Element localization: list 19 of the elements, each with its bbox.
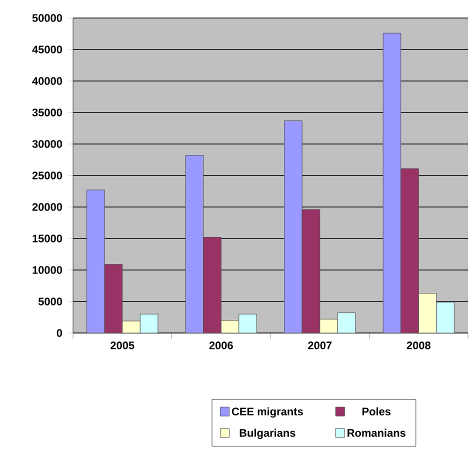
y-tick-label: 45000 [32,46,62,54]
legend-label: Bulgarians [240,428,296,440]
x-tick-label: 2006 [209,342,233,350]
y-tick-label: 0 [56,329,62,337]
x-tick-label: 2005 [110,342,134,350]
legend-label: CEE migrants [232,407,303,418]
y-tick-label: 20000 [32,203,62,211]
y-tick-label: 50000 [32,14,62,22]
y-tick-label: 5000 [38,298,62,306]
x-tick-label: 2007 [308,342,332,350]
y-tick-label: 40000 [32,77,62,85]
x-tick-label: 2008 [406,342,430,350]
y-tick-label: 35000 [32,108,62,116]
y-tick-label: 30000 [32,140,62,148]
y-tick-label: 10000 [32,266,62,274]
legend-label: Romanians [348,428,406,437]
y-tick-label: 25000 [32,172,62,180]
legend-label: Poles [362,407,391,416]
y-tick-label: 15000 [32,234,62,242]
